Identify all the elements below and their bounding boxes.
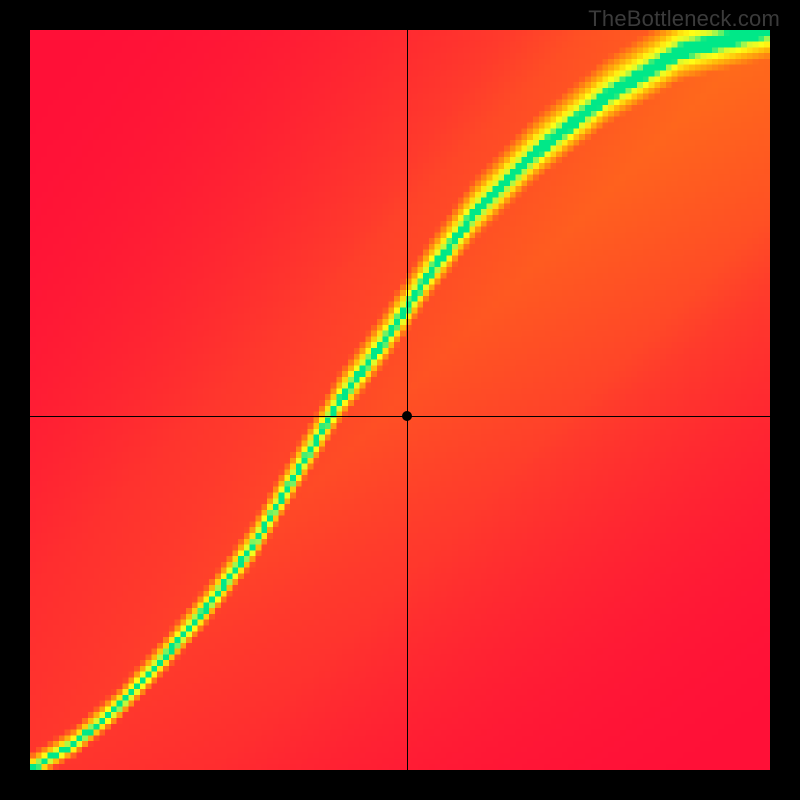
- crosshair-horizontal: [30, 416, 770, 418]
- bottleneck-heatmap: [30, 30, 770, 770]
- crosshair-vertical: [407, 30, 409, 770]
- source-watermark: TheBottleneck.com: [588, 6, 780, 32]
- chart-stage: { "source_watermark": { "text": "TheBott…: [0, 0, 800, 800]
